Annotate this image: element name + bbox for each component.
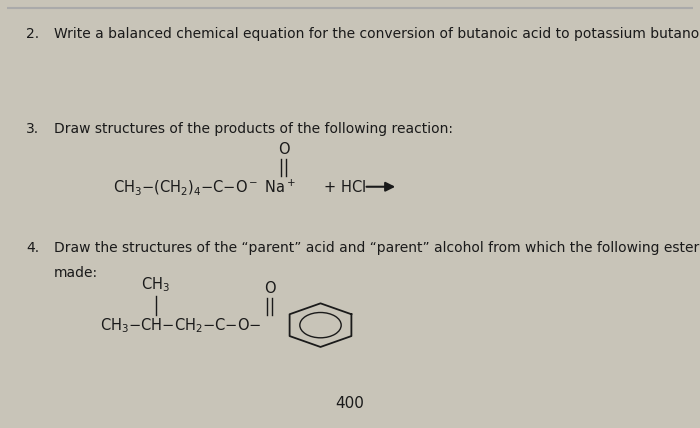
Text: $\mathsf{CH_3}$: $\mathsf{CH_3}$: [141, 275, 170, 294]
Text: O: O: [278, 143, 289, 158]
Text: Write a balanced chemical equation for the conversion of butanoic acid to potass: Write a balanced chemical equation for t…: [54, 27, 700, 42]
Text: $\mathsf{+\ HCl}$: $\mathsf{+\ HCl}$: [323, 179, 365, 195]
Text: 400: 400: [335, 396, 365, 411]
Text: 4.: 4.: [26, 241, 39, 255]
Text: $\mathsf{CH_3{-}CH{-}CH_2{-}C{-}O{-}}$: $\mathsf{CH_3{-}CH{-}CH_2{-}C{-}O{-}}$: [99, 316, 261, 335]
Text: made:: made:: [54, 266, 98, 280]
Text: Draw the structures of the “parent” acid and “parent” alcohol from which the fol: Draw the structures of the “parent” acid…: [54, 241, 700, 255]
Text: 2.: 2.: [26, 27, 39, 42]
Text: O: O: [264, 281, 276, 296]
Text: Draw structures of the products of the following reaction:: Draw structures of the products of the f…: [54, 122, 453, 136]
Text: 3.: 3.: [26, 122, 39, 136]
Text: $\mathsf{CH_3{-}(CH_2)_4{-}C{-}O^-\ Na^+}$: $\mathsf{CH_3{-}(CH_2)_4{-}C{-}O^-\ Na^+…: [113, 177, 297, 196]
